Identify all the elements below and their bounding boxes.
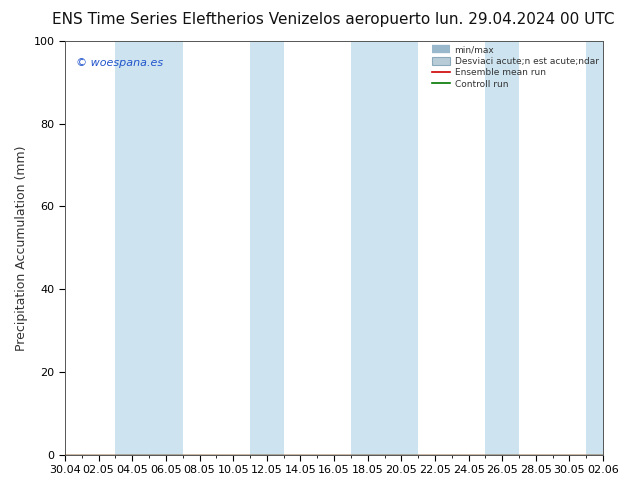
Text: lun. 29.04.2024 00 UTC: lun. 29.04.2024 00 UTC bbox=[436, 12, 615, 27]
Bar bbox=[351, 41, 384, 455]
Bar bbox=[115, 41, 149, 455]
Bar bbox=[384, 41, 418, 455]
Legend: min/max, Desviaci acute;n est acute;ndar, Ensemble mean run, Controll run: min/max, Desviaci acute;n est acute;ndar… bbox=[430, 44, 600, 91]
Bar bbox=[149, 41, 183, 455]
Y-axis label: Precipitation Accumulation (mm): Precipitation Accumulation (mm) bbox=[15, 145, 28, 350]
Text: © woespana.es: © woespana.es bbox=[75, 58, 163, 68]
Bar bbox=[486, 41, 519, 455]
Bar bbox=[250, 41, 283, 455]
Text: ENS Time Series Eleftherios Venizelos aeropuerto: ENS Time Series Eleftherios Venizelos ae… bbox=[52, 12, 430, 27]
Bar bbox=[586, 41, 603, 455]
